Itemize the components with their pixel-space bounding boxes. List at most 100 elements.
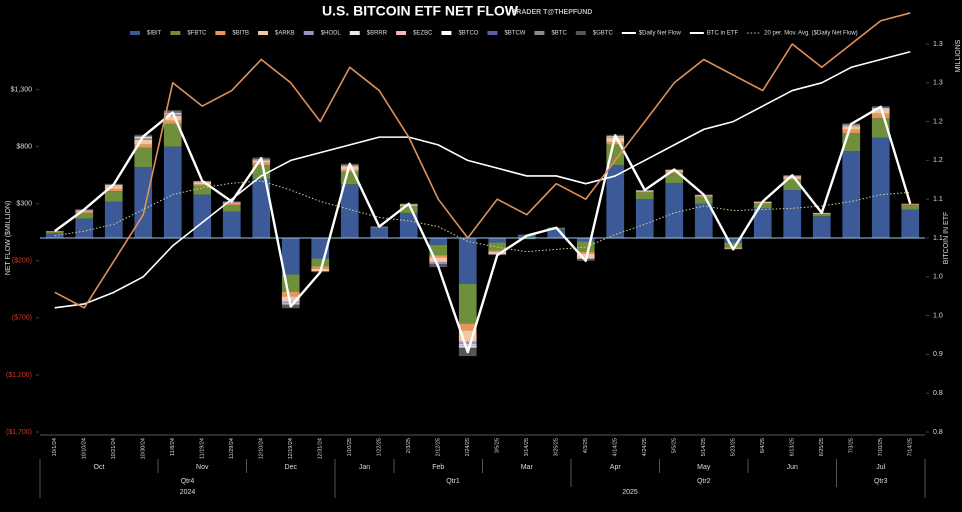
y2-axis-label: BITCOIN IN ETF [943, 212, 950, 265]
x-tick-label: 1/22/25 [377, 438, 383, 456]
y2-tick-label: 1.1 [933, 196, 943, 203]
bar [753, 203, 772, 209]
legend-swatch [487, 31, 498, 35]
month-label: Oct [94, 464, 105, 471]
month-label: Jul [876, 464, 885, 471]
bar [163, 110, 182, 112]
series-line [54, 12, 911, 309]
y2-unit-label: MILLIONS [955, 39, 962, 72]
bar [458, 345, 477, 347]
y2-tick-label: 0.9 [933, 351, 943, 358]
legend-label: $IBIT [147, 31, 162, 37]
bar [104, 188, 123, 192]
y2-tick-label: 1.3 [933, 41, 943, 48]
quarter-label: Qtr1 [446, 478, 460, 485]
x-tick-label: 6/4/25 [760, 438, 766, 453]
x-tick-label: 6/13/25 [790, 438, 796, 456]
x-tick-label: 11/8/24 [170, 438, 176, 456]
x-tick-label: 1/10/25 [347, 438, 353, 456]
y-tick-label: ($1,700) [6, 429, 32, 436]
y2-tick-label: 1.2 [933, 157, 943, 164]
month-label: May [697, 464, 711, 471]
bar [163, 120, 182, 124]
x-tick-label: 4/24/25 [642, 438, 648, 456]
bar [488, 250, 507, 252]
legend-label: $Daily Net Flow [639, 31, 682, 37]
y2-tick-label: 0.8 [933, 429, 943, 436]
bar [871, 113, 890, 119]
bar [340, 184, 359, 238]
legend-swatch [170, 31, 181, 35]
x-tick-label: 2/12/25 [436, 438, 442, 456]
legend-swatch [130, 31, 140, 35]
bar [193, 185, 212, 195]
bar [163, 115, 182, 121]
month-label: Dec [285, 464, 298, 471]
y-tick-label: ($200) [12, 258, 32, 265]
quarter-label: Qtr4 [181, 478, 195, 485]
y2-tick-label: 1.1 [933, 235, 943, 242]
bar [45, 232, 64, 234]
bar [517, 238, 536, 240]
bar [635, 192, 654, 200]
x-tick-label: 10/1/24 [52, 438, 58, 456]
bar [163, 123, 182, 147]
bar [252, 178, 271, 238]
bar [488, 238, 507, 243]
legend-swatch [396, 31, 407, 35]
bar [193, 184, 212, 186]
x-tick-label: 7/10/25 [878, 438, 884, 456]
x-tick-label: 3/5/25 [495, 438, 501, 453]
month-label: Mar [521, 464, 534, 471]
chart-subtitle: TRADER T@THEPFUND [512, 9, 592, 16]
bar [45, 231, 64, 232]
series-line [54, 105, 912, 354]
bar [783, 176, 802, 179]
legend-label: $BRRR [367, 31, 388, 37]
bar [458, 347, 477, 349]
x-tick-label: 10/30/24 [141, 438, 147, 459]
x-tick-label: 2/24/25 [465, 438, 471, 456]
bar [75, 210, 94, 212]
legend-swatch [441, 31, 452, 35]
month-label: Feb [432, 464, 444, 471]
y-axis-label: NET FLOW ($MILLION) [5, 201, 12, 276]
bar [606, 164, 625, 238]
bar [134, 138, 153, 140]
legend-swatch [303, 31, 314, 35]
bar [488, 242, 507, 251]
bar [222, 204, 241, 212]
bar [104, 186, 123, 189]
y-tick-label: $800 [16, 144, 32, 151]
x-tick-label: 12/19/24 [288, 438, 294, 459]
bar [222, 202, 241, 204]
bar [901, 209, 920, 238]
x-tick-label: 11/29/24 [229, 438, 235, 459]
y2-tick-label: 1.2 [933, 118, 943, 125]
bar [458, 283, 477, 324]
bar [694, 196, 713, 204]
y-tick-label: ($1,200) [6, 372, 32, 379]
bar [134, 167, 153, 238]
x-tick-label: 10/10/24 [82, 438, 88, 459]
bar [399, 206, 418, 213]
x-tick-label: 11/19/24 [200, 438, 206, 459]
bar [901, 203, 920, 205]
bar [576, 241, 595, 252]
bar [635, 199, 654, 238]
bar [75, 211, 94, 213]
x-tick-label: 2/3/25 [406, 438, 412, 453]
bar [488, 251, 507, 254]
bar [134, 139, 153, 145]
x-tick-label: 12/31/24 [318, 438, 324, 459]
legend-swatch [575, 31, 586, 35]
bar [694, 203, 713, 238]
x-tick-label: 10/21/24 [111, 438, 117, 459]
bar [134, 144, 153, 148]
bar [635, 191, 654, 193]
bar [842, 151, 861, 238]
bar [281, 238, 300, 275]
y2-tick-label: 1.0 [933, 312, 943, 319]
x-tick-label: 3/14/25 [524, 438, 530, 456]
